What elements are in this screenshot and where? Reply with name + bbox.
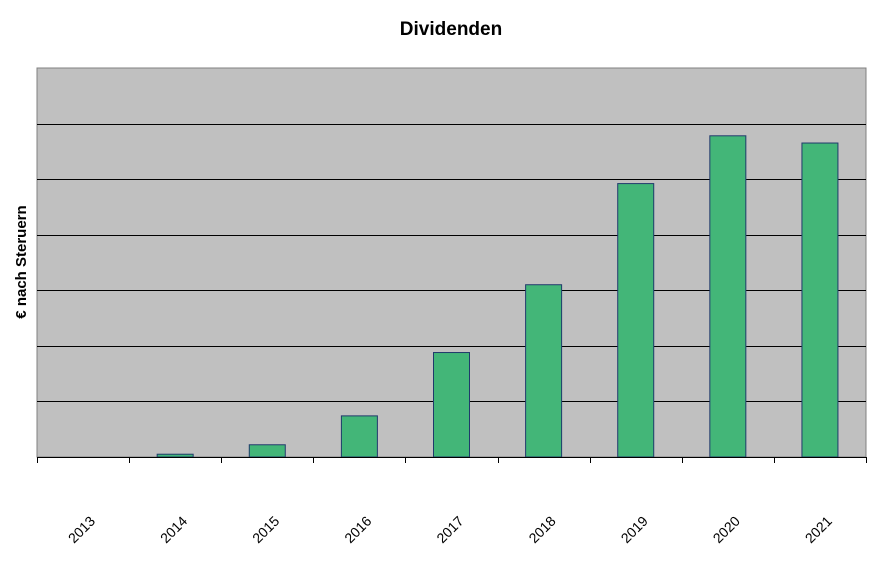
- x-tick-labels: 2013 2014 2015 2016 2017 2018 2019 2020 2021: [65, 513, 835, 546]
- x-tick-label-2020: 2020: [710, 513, 743, 546]
- chart-title: Dividenden: [400, 19, 502, 40]
- x-tick-label-2016: 2016: [341, 513, 374, 546]
- x-tick-label-2021: 2021: [802, 513, 835, 546]
- bar-2021: [801, 142, 839, 458]
- x-tick-label-2014: 2014: [157, 513, 190, 546]
- y-axis-label: € nach Steruern: [13, 205, 30, 318]
- bar-2019: [617, 183, 655, 458]
- bar-2015: [248, 444, 286, 458]
- bars: [156, 135, 839, 458]
- x-tick-label-2013: 2013: [65, 513, 98, 546]
- bar-2018: [525, 284, 563, 458]
- x-tick-label-2019: 2019: [617, 513, 650, 546]
- bar-2020: [709, 135, 747, 458]
- x-tick-label-2017: 2017: [433, 513, 466, 546]
- x-tick-label-2018: 2018: [525, 513, 558, 546]
- x-axis: [37, 457, 867, 463]
- bar-2016: [340, 415, 378, 458]
- bar-2014: [156, 453, 194, 458]
- x-tick-label-2015: 2015: [249, 513, 282, 546]
- bar-2017: [433, 352, 470, 458]
